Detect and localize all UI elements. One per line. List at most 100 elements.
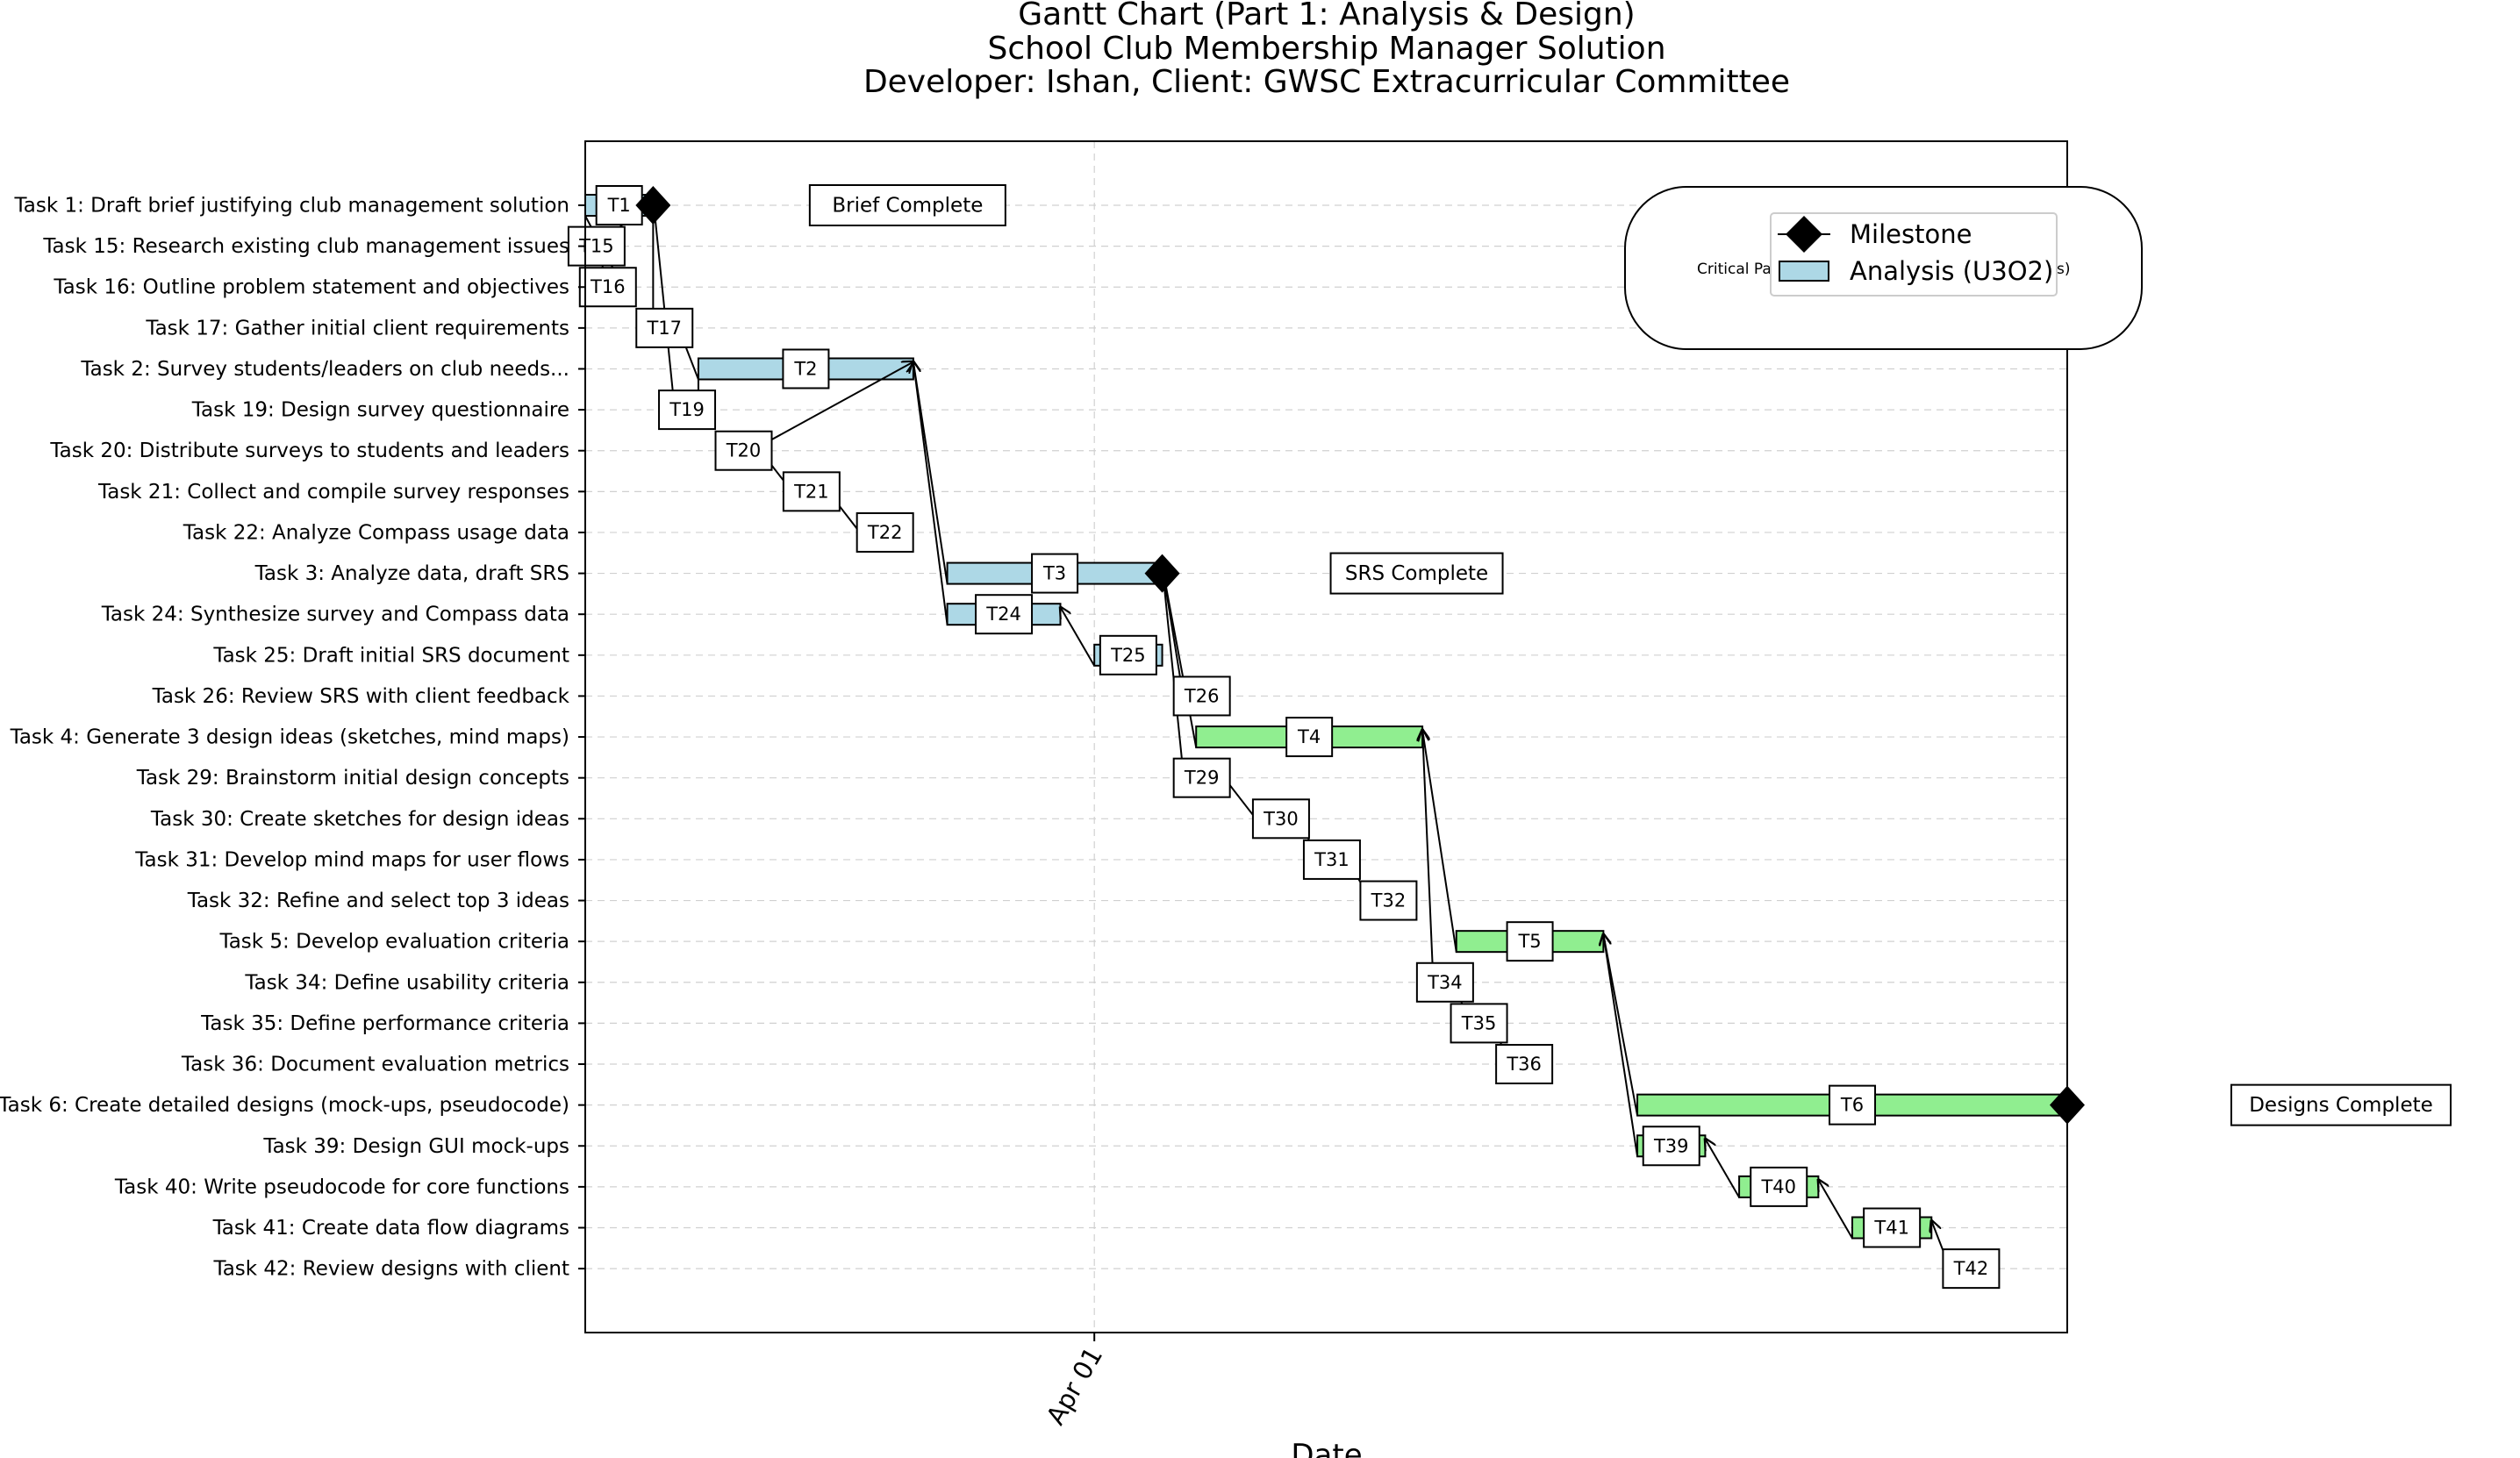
task-label-t29: Task 29: Brainstorm initial design conce…	[136, 767, 569, 790]
task-id-box-t29: T29	[1172, 757, 1231, 798]
task-id-box-frame	[782, 471, 841, 512]
task-id-label: T26	[1184, 685, 1220, 706]
dependency-arrow-t5-t6	[1603, 934, 1639, 1116]
milestone-label-3: Designs Complete	[2230, 1083, 2452, 1126]
task-id-label: T25	[1110, 645, 1146, 666]
task-id-box-frame	[1251, 798, 1310, 840]
dependency-arrow-t24-t25	[1061, 607, 1096, 667]
plot-area-frame	[584, 140, 2068, 1333]
legend-milestone-marker	[1786, 216, 1822, 253]
task-label-t21: Task 21: Collect and compile survey resp…	[97, 481, 569, 504]
task-label-t3: Task 3: Analyze data, draft SRS	[254, 562, 569, 585]
task-id-box-t25: T25	[1099, 634, 1157, 675]
task-label-t16: Task 16: Outline problem statement and o…	[53, 276, 569, 299]
task-id-box-t30: T30	[1251, 798, 1310, 840]
task-id-box-frame	[1172, 757, 1231, 798]
task-id-box-t31: T31	[1302, 839, 1361, 880]
task-id-box-t21: T21	[782, 471, 841, 512]
task-id-box-t17: T17	[635, 307, 694, 348]
task-id-box-t41: T41	[1863, 1207, 1922, 1248]
chart-title-line-1: Gantt Chart (Part 1: Analysis & Design)	[1018, 0, 1635, 32]
dependency-arrow-t5-t39	[1603, 934, 1639, 1157]
task-id-label: T6	[1840, 1095, 1864, 1116]
task-id-box-t22: T22	[856, 511, 914, 553]
task-id-box-frame	[1359, 880, 1418, 921]
milestone-label-text: Designs Complete	[2249, 1094, 2433, 1117]
task-id-label: T5	[1517, 931, 1541, 952]
task-label-t17: Task 17: Gather initial client requireme…	[145, 317, 569, 339]
task-label-t6: Task 6: Create detailed designs (mock-up…	[0, 1094, 569, 1117]
task-id-box-frame	[658, 390, 717, 431]
legend-obscured-text-tail: s)	[2057, 261, 2071, 278]
legend-inner-frame	[1770, 212, 2058, 297]
dependency-arrow-t4-t5	[1422, 730, 1457, 953]
task-id-box-t32: T32	[1359, 880, 1418, 921]
task-id-box-t42: T42	[1942, 1248, 2001, 1290]
task-label-t19: Task 19: Design survey questionnaire	[191, 399, 569, 422]
x-axis-title: Date	[1291, 1438, 1362, 1458]
task-label-t42: Task 42: Review designs with client	[212, 1258, 569, 1281]
task-id-box-frame	[1172, 675, 1231, 717]
task-id-box-frame	[1863, 1207, 1922, 1248]
task-id-label: T17	[646, 318, 682, 339]
task-id-label: T34	[1427, 972, 1463, 993]
task-label-t25: Task 25: Draft initial SRS document	[212, 644, 569, 667]
task-id-box-frame	[1099, 634, 1157, 675]
task-label-t30: Task 30: Create sketches for design idea…	[150, 808, 569, 831]
task-id-box-frame	[975, 594, 1034, 635]
task-label-t31: Task 31: Develop mind maps for user flow…	[134, 848, 569, 871]
task-id-box-t39: T39	[1642, 1126, 1700, 1167]
task-id-box-frame	[1829, 1084, 1877, 1126]
task-id-box-frame	[1495, 1044, 1554, 1085]
dependency-arrow-t3-t4	[1163, 567, 1198, 748]
task-label-t22: Task 22: Analyze Compass usage data	[183, 521, 569, 544]
task-label-t32: Task 32: Refine and select top 3 ideas	[187, 890, 569, 912]
task-id-box-frame	[1031, 553, 1079, 594]
task-id-label: T36	[1506, 1054, 1542, 1075]
task-label-t41: Task 41: Create data flow diagrams	[212, 1217, 569, 1240]
task-label-t4: Task 4: Generate 3 design ideas (sketche…	[10, 726, 569, 749]
dependency-arrow-t39-t40	[1705, 1139, 1740, 1198]
task-labels: Task 1: Draft brief justifying club mana…	[0, 195, 585, 1281]
task-id-box-t19: T19	[658, 390, 717, 431]
milestone-marker-1	[635, 186, 671, 225]
task-id-box-t6: T6	[1829, 1084, 1877, 1126]
task-id-label: T1	[607, 195, 631, 216]
legend-analysis-swatch	[1779, 261, 1829, 282]
milestones: Brief Complete SRS Complete Designs Comple…	[635, 184, 2452, 1126]
task-id-label: T16	[590, 276, 626, 297]
milestone-label-frame	[2230, 1083, 2452, 1126]
task-id-label: T35	[1461, 1012, 1497, 1033]
task-id-label: T21	[793, 481, 829, 502]
task-id-label: T42	[1953, 1258, 1989, 1279]
legend-obscured-text: Critical Pa	[1697, 261, 1772, 278]
task-id-label: T24	[985, 604, 1021, 625]
milestone-label-frame	[808, 184, 1006, 226]
task-id-label: T29	[1184, 768, 1220, 789]
task-id-box-frame	[1750, 1166, 1808, 1207]
task-id-box-frame	[567, 225, 626, 267]
task-id-box-t4: T4	[1285, 717, 1334, 758]
chart-title-line-2: School Club Membership Manager Solution	[987, 31, 1665, 67]
task-id-box-t36: T36	[1495, 1044, 1554, 1085]
task-id-box-frame	[856, 511, 914, 553]
task-id-box-t1: T1	[595, 185, 643, 225]
task-id-box-t16: T16	[578, 267, 637, 308]
task-id-label: T32	[1371, 890, 1407, 911]
task-label-t40: Task 40: Write pseudocode for core funct…	[114, 1176, 569, 1198]
task-id-box-frame	[714, 430, 773, 471]
legend: Critical Pa s) Milestone Analysis (U3O2)	[1624, 186, 2143, 350]
chart-title: Gantt Chart (Part 1: Analysis & Design) …	[863, 0, 1790, 100]
milestone-label-2: SRS Complete	[1329, 552, 1504, 595]
milestone-marker-2	[1144, 554, 1180, 593]
task-id-box-frame	[1642, 1126, 1700, 1167]
task-id-label: T39	[1653, 1135, 1689, 1156]
task-id-box-t15: T15	[567, 225, 626, 267]
task-id-box-t24: T24	[975, 594, 1034, 635]
task-id-box-t40: T40	[1750, 1166, 1808, 1207]
dependency-arrow-t2-t24	[913, 361, 949, 625]
milestone-label-1: Brief Complete	[808, 184, 1006, 226]
task-id-label: T19	[669, 399, 705, 420]
task-label-t1: Task 1: Draft brief justifying club mana…	[14, 195, 569, 218]
